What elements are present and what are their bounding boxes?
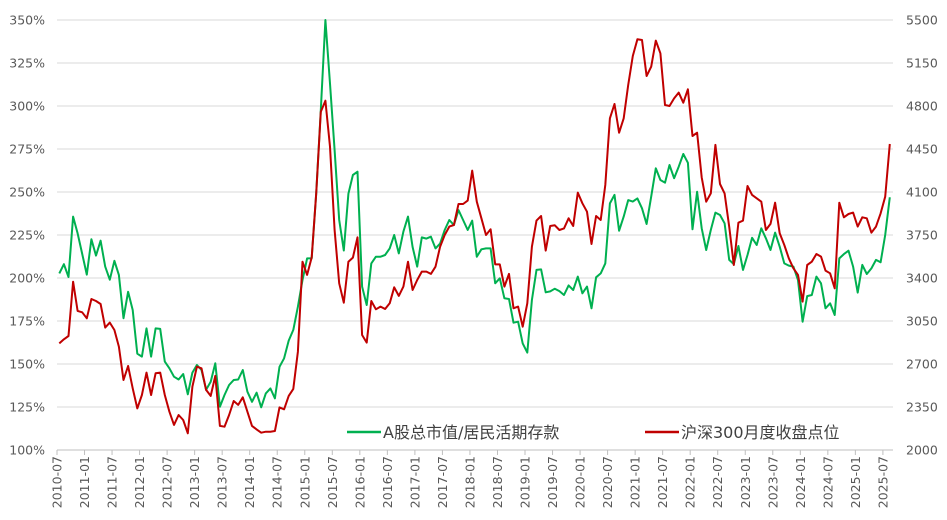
series-line-ratio bbox=[58, 19, 891, 409]
legend-label-csi300: 沪深300月度收盘点位 bbox=[681, 423, 840, 442]
x-tick-label: 2020-01 bbox=[573, 456, 588, 508]
x-tick-label: 2015-07 bbox=[325, 456, 340, 508]
left-tick-label: 100% bbox=[9, 443, 45, 458]
left-axis-ticks: 100% 125% 150% 175% 200% 225% 250% 275% 300% 325%… bbox=[9, 13, 45, 458]
x-tick-label: 2022-07 bbox=[710, 456, 725, 508]
x-tick-label: 2011-07 bbox=[105, 456, 120, 508]
legend-label-ratio: A股总市值/居民活期存款 bbox=[383, 423, 559, 442]
right-tick-label: 4100 bbox=[906, 185, 938, 200]
left-tick-label: 350% bbox=[9, 13, 45, 28]
x-tick-label: 2018-07 bbox=[490, 456, 505, 508]
x-tick-label: 2012-01 bbox=[132, 456, 147, 508]
legend: A股总市值/居民活期存款 沪深300月度收盘点位 bbox=[347, 423, 840, 442]
right-tick-label: 2350 bbox=[906, 400, 938, 415]
right-tick-label: 2700 bbox=[906, 357, 938, 372]
x-tick-label: 2011-01 bbox=[77, 456, 92, 508]
left-tick-label: 300% bbox=[9, 99, 45, 114]
x-tick-label: 2014-07 bbox=[270, 456, 285, 508]
x-tick-label: 2015-01 bbox=[297, 456, 312, 508]
x-tick-label: 2019-01 bbox=[518, 456, 533, 508]
series-line-csi300 bbox=[58, 38, 891, 435]
x-tick-label: 2022-01 bbox=[683, 456, 698, 508]
right-tick-label: 5150 bbox=[906, 56, 938, 71]
x-tick-label: 2021-07 bbox=[655, 456, 670, 508]
x-tick-label: 2016-07 bbox=[380, 456, 395, 508]
right-tick-label: 4450 bbox=[906, 142, 938, 157]
x-tick-label: 2012-07 bbox=[160, 456, 175, 508]
right-axis-ticks: 2000 2350 2700 3050 3400 3750 4100 4450 4800 5150… bbox=[906, 13, 938, 458]
right-tick-label: 3050 bbox=[906, 314, 938, 329]
right-tick-label: 2000 bbox=[906, 443, 938, 458]
x-tick-label: 2025-07 bbox=[875, 456, 890, 508]
x-tick-label: 2014-01 bbox=[242, 456, 257, 508]
x-tick-label: 2013-01 bbox=[187, 456, 202, 508]
left-tick-label: 200% bbox=[9, 271, 45, 286]
x-tick-label: 2020-07 bbox=[600, 456, 615, 508]
x-tick-label: 2010-07 bbox=[50, 456, 65, 508]
gridlines bbox=[57, 19, 893, 408]
left-tick-label: 175% bbox=[9, 314, 45, 329]
x-tick-label: 2018-01 bbox=[462, 456, 477, 508]
left-tick-label: 150% bbox=[9, 357, 45, 372]
x-tick-label: 2013-07 bbox=[215, 456, 230, 508]
x-tick-label: 2017-01 bbox=[407, 456, 422, 508]
x-tick-label: 2017-07 bbox=[435, 456, 450, 508]
right-tick-label: 4800 bbox=[906, 99, 938, 114]
left-tick-label: 250% bbox=[9, 185, 45, 200]
right-tick-label: 3400 bbox=[906, 271, 938, 286]
left-tick-label: 325% bbox=[9, 56, 45, 71]
x-tick-label: 2025-01 bbox=[848, 456, 863, 508]
left-tick-label: 125% bbox=[9, 400, 45, 415]
left-tick-label: 275% bbox=[9, 142, 45, 157]
x-tick-label: 2021-01 bbox=[628, 456, 643, 508]
x-tick-label: 2024-07 bbox=[820, 456, 835, 508]
x-tick-label: 2019-07 bbox=[545, 456, 560, 508]
x-tick-label: 2024-01 bbox=[793, 456, 808, 508]
x-tick-label: 2023-07 bbox=[765, 456, 780, 508]
right-tick-label: 5500 bbox=[906, 13, 938, 28]
series-lines bbox=[58, 19, 891, 435]
left-tick-label: 225% bbox=[9, 228, 45, 243]
right-tick-label: 3750 bbox=[906, 228, 938, 243]
x-tick-label: 2023-01 bbox=[738, 456, 753, 508]
x-tick-label: 2016-01 bbox=[352, 456, 367, 508]
x-axis: 2010-07 2011-01 2011-07 2012-01 2012-07 2013-… bbox=[50, 449, 893, 508]
